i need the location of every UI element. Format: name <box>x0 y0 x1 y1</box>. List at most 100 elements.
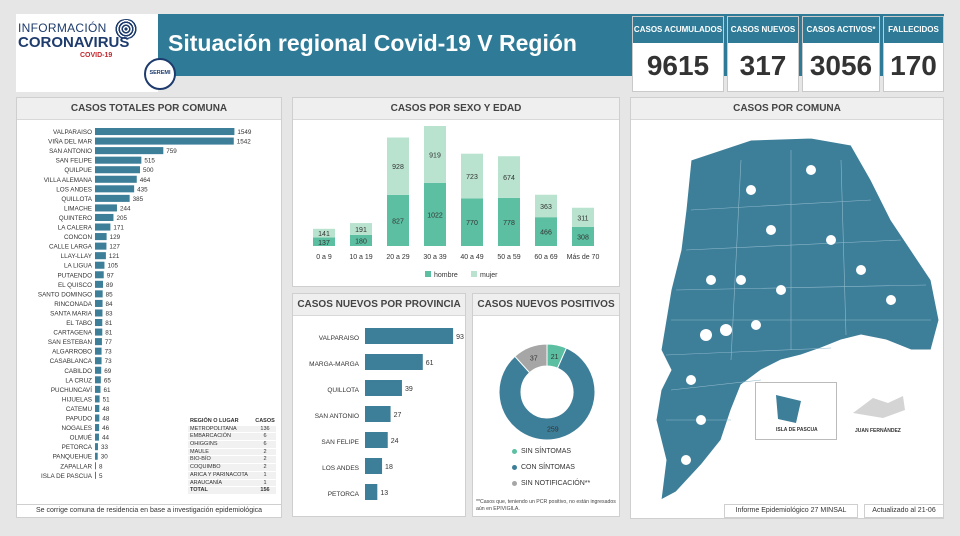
data-label: 205 <box>116 215 127 222</box>
bar <box>95 309 103 317</box>
panel-title: CASOS NUEVOS POSITIVOS <box>473 294 619 316</box>
bar <box>95 242 107 250</box>
bar <box>95 395 100 403</box>
data-label: 1549 <box>237 129 252 136</box>
tick-label: PUTAENDO <box>57 272 92 279</box>
table-cell: 6 <box>263 441 267 448</box>
bar <box>95 137 234 145</box>
kpi-nuevos: CASOS NUEVOS 317 <box>727 16 799 92</box>
inset-label: JUAN FERNÁNDEZ <box>855 428 901 434</box>
legend-con-sintomas: CON SÍNTOMAS <box>512 464 575 471</box>
tick-label: LA LIGUA <box>64 263 93 270</box>
legend-sin-sintomas: SIN SÍNTOMAS <box>512 448 571 455</box>
bar-segment <box>350 234 372 246</box>
table-row: ARICA Y PARINACOTA 1 <box>188 471 276 480</box>
data-label: 191 <box>355 227 367 234</box>
bar <box>365 484 378 500</box>
table-cell: 156 <box>260 487 270 494</box>
kpi-acumulados: CASOS ACUMULADOS 9615 <box>632 16 724 92</box>
legend-label: SIN SÍNTOMAS <box>521 448 572 455</box>
data-label: 928 <box>392 164 404 171</box>
table-header: REGIÓN O LUGAR CASOS <box>188 418 276 426</box>
bar <box>95 280 104 288</box>
panel-title: CASOS POR COMUNA <box>631 98 943 120</box>
tick-label: LLAY-LLAY <box>61 253 93 260</box>
bar <box>95 471 96 479</box>
tick-label: 40 a 49 <box>460 254 483 261</box>
tick-label: QUILLOTA <box>61 196 92 203</box>
legend-dot <box>512 464 517 470</box>
bar <box>95 338 102 346</box>
bar-segment <box>535 194 557 218</box>
kpi-activos: CASOS ACTIVOS* 3056 <box>802 16 880 92</box>
bar <box>95 462 96 470</box>
region-map-shape <box>655 137 940 500</box>
table-cell: 2 <box>263 456 267 463</box>
kpi-label: CASOS ACTIVOS* <box>803 17 879 43</box>
data-label: 363 <box>540 204 552 211</box>
table-cell: 1 <box>263 471 267 478</box>
kpi-value: 3056 <box>809 50 873 81</box>
table-cell: 6 <box>263 433 267 440</box>
data-label: 8 <box>99 463 103 470</box>
data-label: 84 <box>106 301 114 308</box>
tick-label: SAN FELIPE <box>321 439 359 446</box>
tick-label: MARGA-MARGA <box>309 361 360 368</box>
bar <box>95 328 103 336</box>
data-label: 21 <box>551 354 559 361</box>
table-cell: COQUIMBO <box>190 464 221 471</box>
tick-label: VIÑA DEL MAR <box>48 137 92 146</box>
region-map <box>655 137 940 500</box>
data-label: 77 <box>105 339 113 346</box>
bar <box>95 175 137 183</box>
table-header-cell: REGIÓN O LUGAR <box>190 418 239 424</box>
data-label: 30 <box>101 454 109 461</box>
panel-sexo-edad: CASOS POR SEXO Y EDAD 137 141 0 a 9 180 191 1… <box>292 97 620 287</box>
bar <box>95 147 164 155</box>
data-label: 919 <box>429 152 441 159</box>
map-markers <box>681 165 896 465</box>
table-cell: MAULE <box>190 448 209 455</box>
bar <box>95 185 135 193</box>
tick-label: ISLA DE PASCUA <box>41 473 93 480</box>
bar <box>95 452 98 460</box>
tick-label: PETORCA <box>62 444 93 451</box>
bar-segment <box>572 226 594 246</box>
panel-title: CASOS NUEVOS POR PROVINCIA <box>293 294 465 316</box>
table-row: MAULE 2 <box>188 448 276 457</box>
table-cell: TOTAL <box>190 487 208 494</box>
bar <box>95 204 117 212</box>
bar-segment <box>461 198 483 246</box>
data-label: 778 <box>503 220 515 227</box>
data-label: 37 <box>530 355 538 362</box>
tick-label: 50 a 59 <box>497 254 520 261</box>
data-label: 73 <box>105 358 113 365</box>
data-label: 39 <box>405 386 413 393</box>
data-label: 1022 <box>427 212 443 219</box>
data-label: 44 <box>102 435 110 442</box>
bar-segment <box>313 228 335 238</box>
bar <box>95 233 107 241</box>
data-label: 24 <box>391 438 399 445</box>
tick-label: 20 a 29 <box>386 254 409 261</box>
juan-fernandez-shape <box>853 396 905 418</box>
data-label: 127 <box>109 244 120 251</box>
tick-label: VALPARAISO <box>319 335 359 342</box>
data-label: 18 <box>385 464 393 471</box>
bar <box>365 380 402 396</box>
tick-label: CATEMU <box>66 406 93 413</box>
panel-title: CASOS POR SEXO Y EDAD <box>293 98 619 120</box>
bar <box>95 385 101 393</box>
bar <box>95 424 100 432</box>
tick-label: LIMACHE <box>64 205 92 212</box>
data-label: 308 <box>577 234 589 241</box>
bar <box>95 347 102 355</box>
data-label: 73 <box>105 349 113 356</box>
table-row: OHIGGINS 6 <box>188 441 276 449</box>
data-label: 27 <box>394 412 402 419</box>
tick-label: Más de 70 <box>567 254 600 261</box>
table-header-cell: CASOS <box>255 418 275 424</box>
logo-line1: INFORMACIÓN <box>18 21 107 35</box>
data-label: 93 <box>456 334 464 341</box>
tick-label: PAPUDO <box>66 416 92 423</box>
